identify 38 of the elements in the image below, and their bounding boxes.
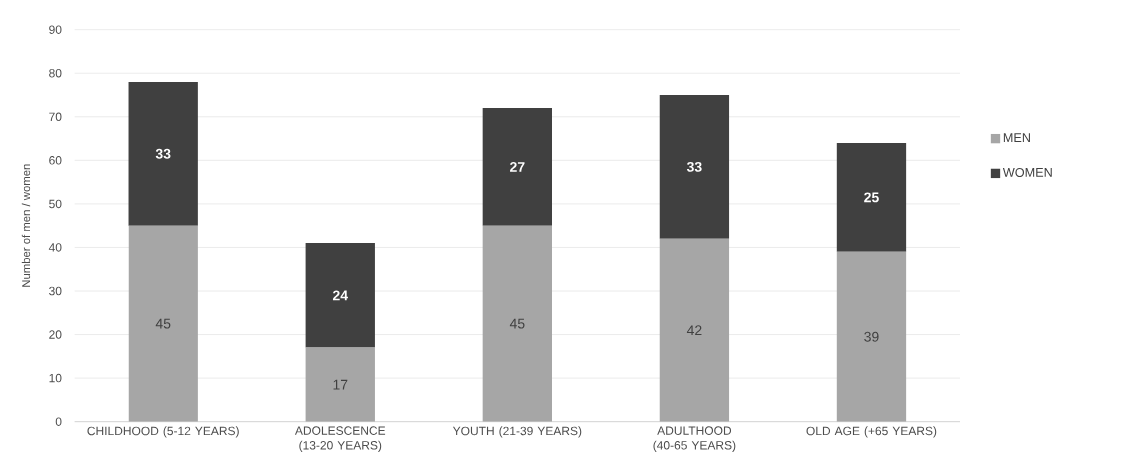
y-tick-label: 60	[49, 156, 62, 165]
bar	[305, 347, 375, 422]
data-label: 42	[686, 325, 702, 336]
bar	[482, 225, 552, 422]
y-tick-label: 70	[49, 112, 62, 122]
bar	[836, 142, 907, 252]
x-tick-label: YOUTH (21-39 YEARS)	[452, 426, 582, 438]
y-tick-label: 0	[55, 417, 62, 426]
data-label: 45	[155, 318, 171, 329]
x-tick-label: CHILDHOOD (5-12 YEARS)	[87, 426, 239, 438]
y-tick-label: 10	[49, 373, 62, 383]
x-tick-label: ADULTHOOD (40-65 YEARS)	[653, 426, 736, 452]
bar	[128, 81, 198, 226]
x-tick-label: ADOLESCENCE (13-20 YEARS)	[294, 426, 386, 452]
data-label: 25	[864, 192, 879, 203]
bar	[836, 251, 907, 422]
data-label: 27	[510, 161, 525, 172]
y-tick-label: 20	[49, 330, 62, 339]
data-label: 45	[509, 318, 525, 329]
bar	[128, 225, 198, 422]
y-tick-label: 80	[49, 68, 62, 78]
data-label: 24	[332, 290, 348, 301]
bar	[659, 238, 730, 422]
y-axis-title: Number of men / women	[21, 164, 31, 287]
bar	[659, 95, 730, 239]
bar	[305, 243, 375, 348]
data-label: 33	[686, 161, 702, 172]
y-tick-label: 30	[49, 286, 62, 296]
y-tick-label: 50	[49, 199, 62, 209]
x-tick-label: OLD AGE (+65 YEARS)	[806, 426, 937, 438]
data-label: 17	[333, 379, 348, 390]
legend-label: MEN	[1003, 133, 1030, 142]
y-tick-label: 90	[49, 25, 62, 34]
y-tick-label: 40	[48, 243, 62, 252]
bar	[482, 108, 552, 226]
legend-label: WOMEN	[1002, 167, 1052, 177]
data-label: 39	[864, 331, 879, 342]
data-label: 33	[155, 148, 171, 159]
